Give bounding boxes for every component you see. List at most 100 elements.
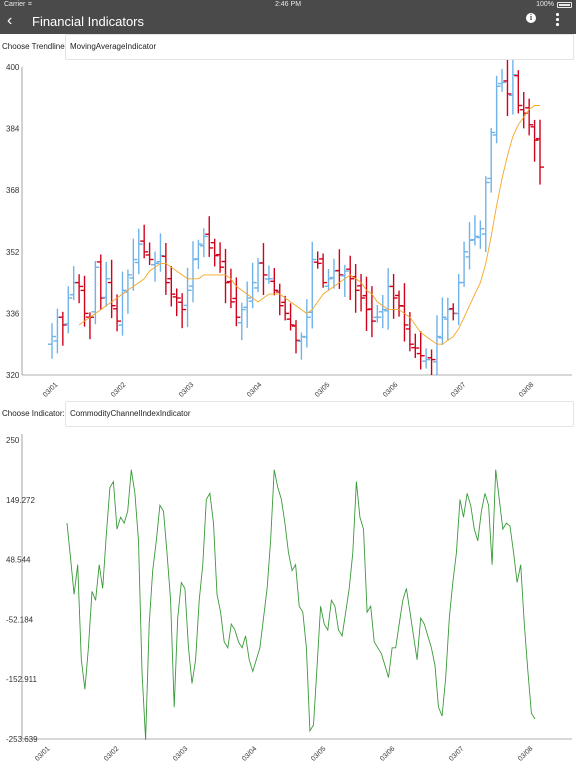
ohlc-bar-up: [378, 295, 387, 329]
ohlc-bar-up: [183, 267, 192, 328]
y-tick-label: 149.272: [6, 496, 35, 505]
ohlc-bar-up: [156, 233, 165, 272]
x-tick-label: 03/01: [34, 745, 51, 762]
cci-line: [66, 469, 536, 740]
ohlc-bar-down: [232, 277, 241, 327]
status-time: 2:46 PM: [274, 1, 302, 8]
ohlc-bar-down: [80, 275, 89, 327]
ohlc-bar-down: [351, 264, 360, 313]
ohlc-bar-up: [188, 241, 197, 303]
ohlc-bar-down: [259, 243, 268, 295]
ohlc-bar-up: [64, 286, 73, 334]
ohlc-bar-up: [324, 269, 333, 291]
page-title: Financial Indicators: [32, 14, 144, 29]
ohlc-bar-down: [405, 312, 414, 352]
ohlc-bar-up: [199, 228, 208, 258]
ohlc-bar-down: [536, 119, 544, 185]
y-tick-label: -152.911: [6, 675, 38, 684]
ohlc-bar-up: [432, 315, 441, 375]
status-bar: Carrier ⌗ 2:46 PM 100%: [0, 0, 576, 10]
ohlc-bar-down: [362, 276, 371, 332]
ohlc-bar-down: [221, 248, 230, 304]
ohlc-bar-up: [248, 262, 257, 309]
ohlc-bar-up: [460, 241, 469, 287]
ohlc-bar-down: [140, 224, 149, 259]
ohlc-bar-up: [302, 299, 311, 348]
x-tick-label: 03/02: [110, 381, 127, 398]
battery-percent: 100%: [536, 1, 554, 8]
ohlc-bar-down: [503, 60, 512, 117]
ohlc-bar-down: [107, 259, 116, 319]
ohlc-bar-up: [508, 60, 517, 115]
ohlc-bar-up: [264, 265, 273, 284]
ohlc-bar-down: [514, 70, 523, 114]
ohlc-bar-up: [53, 308, 62, 354]
ohlc-bar-down: [178, 293, 187, 329]
ohlc-bar-down: [113, 294, 122, 332]
x-tick-label: 03/07: [448, 745, 465, 762]
ohlc-chart: 400 384 368 352 336 320 03/01 03/02 03/03 03/04 03…: [6, 60, 572, 399]
x-tick-label: 03/03: [172, 745, 189, 762]
ohlc-bar-down: [530, 119, 539, 162]
ohlc-bar-up: [465, 222, 474, 270]
more-options-icon[interactable]: [553, 12, 561, 26]
ohlc-bar-down: [519, 91, 528, 129]
x-tick-label: 03/04: [241, 745, 258, 762]
dot: [556, 13, 559, 16]
ohlc-bar-down: [58, 311, 67, 346]
ohlc-bar-up: [470, 215, 479, 246]
back-chevron-icon[interactable]: ‹: [7, 12, 13, 29]
ohlc-bar-up: [487, 128, 496, 193]
y-tick-label: 352: [6, 248, 20, 257]
info-icon[interactable]: i: [526, 13, 536, 23]
y-tick-label: 400: [6, 63, 20, 72]
ohlc-bar-up: [384, 268, 393, 330]
ohlc-bar-down: [275, 283, 284, 316]
indicator-picker[interactable]: CommodityChannelIndexIndicator: [65, 401, 574, 427]
ohlc-bar-up: [492, 75, 501, 144]
x-tick-label: 03/07: [450, 381, 467, 398]
dot: [556, 23, 559, 26]
ohlc-bar-up: [151, 251, 160, 282]
ohlc-bar-down: [216, 242, 225, 273]
ohlc-bar-down: [411, 333, 420, 358]
ohlc-bar-down: [395, 290, 404, 317]
ohlc-bar-up: [237, 302, 246, 341]
ohlc-bar-down: [525, 98, 534, 136]
ohlc-bar-down: [172, 288, 181, 317]
wifi-icon: ⌗: [28, 1, 32, 8]
x-tick-label: 03/08: [517, 745, 534, 762]
carrier-label: Carrier: [4, 1, 26, 8]
ohlc-bar-up: [422, 348, 431, 369]
y-tick-label: -52.184: [6, 615, 34, 624]
cci-chart: 250149.27248.544-52.184-152.911-253.6390…: [6, 434, 572, 763]
ohlc-bar-down: [205, 216, 214, 257]
ohlc-bar-down: [85, 312, 94, 340]
y-tick-label: -253.639: [6, 735, 38, 744]
ohlc-bar-down: [416, 331, 425, 370]
ohlc-bar-up: [129, 238, 138, 291]
x-tick-label: 03/08: [518, 381, 535, 398]
y-tick-label: 384: [6, 125, 20, 134]
ohlc-bar-up: [91, 261, 100, 325]
ohlc-bar-down: [270, 268, 279, 296]
trendline-picker[interactable]: MovingAverageIndicator: [65, 34, 574, 60]
ohlc-bar-down: [292, 320, 300, 354]
ohlc-bar-up: [476, 220, 485, 249]
y-tick-label: 320: [6, 371, 20, 380]
ohlc-bar-up: [481, 176, 490, 252]
navigation-bar: ‹ Financial Indicators i: [0, 10, 576, 34]
ohlc-bar-down: [357, 273, 366, 312]
x-tick-label: 03/05: [310, 745, 327, 762]
trendline-label: Choose Trendline:: [2, 42, 67, 51]
x-tick-label: 03/02: [103, 745, 120, 762]
ohlc-bar-up: [454, 273, 463, 326]
ohlc-bar-down: [167, 266, 176, 307]
x-tick-label: 03/04: [246, 381, 263, 398]
ohlc-bar-up: [373, 304, 382, 323]
ohlc-bar-down: [449, 303, 458, 321]
ohlc-bar-down: [226, 268, 235, 309]
ohlc-bar-up: [102, 261, 111, 307]
ohlc-bar-up: [48, 323, 56, 359]
